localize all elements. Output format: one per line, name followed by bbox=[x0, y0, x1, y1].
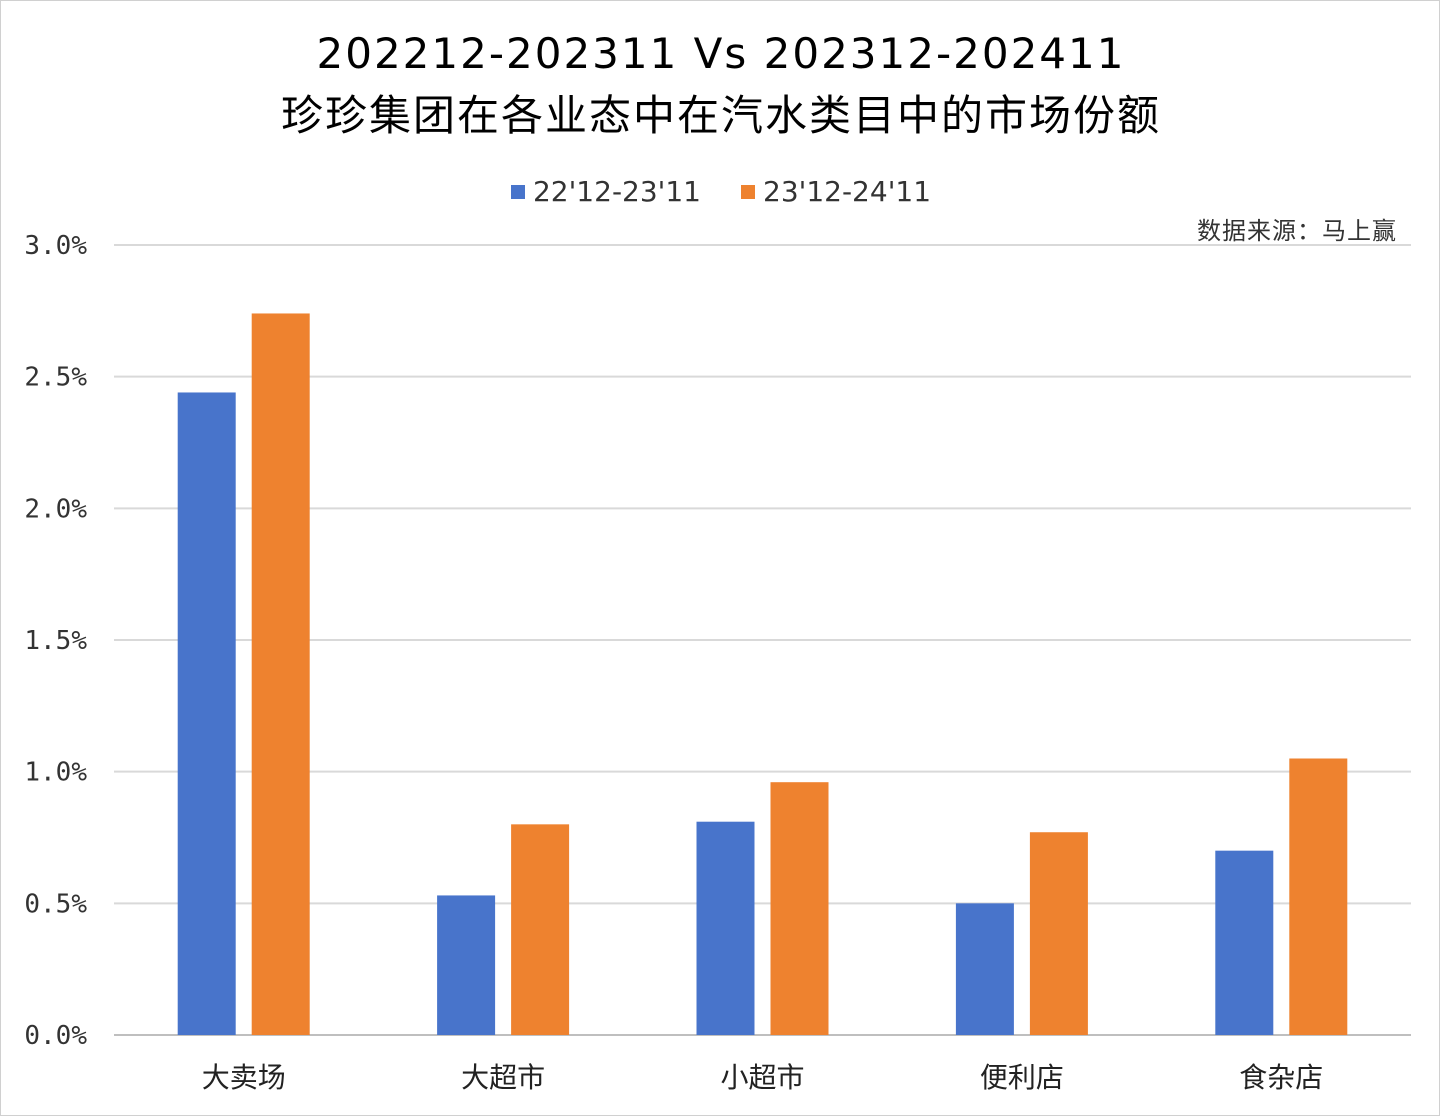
y-tick-label: 0.5% bbox=[24, 889, 87, 919]
bar-series-2 bbox=[770, 782, 829, 1035]
legend-swatch-series-1 bbox=[510, 184, 525, 199]
chart-subtitle: 珍珍集团在各业态中在汽水类目中的市场份额 bbox=[280, 91, 1161, 140]
legend-item-series-2: 23'12-24'11 bbox=[741, 175, 931, 208]
bar-series-1 bbox=[955, 903, 1014, 1035]
chart-title: 202212-202311 Vs 202312-202411 bbox=[316, 29, 1126, 78]
x-category-label: 大超市 bbox=[461, 1061, 545, 1094]
legend-item-series-1: 22'12-23'11 bbox=[510, 175, 701, 208]
y-tick-label: 2.5% bbox=[24, 363, 87, 393]
y-tick-label: 3.0% bbox=[24, 231, 87, 261]
x-category-label: 小超市 bbox=[720, 1061, 804, 1094]
legend-label-series-1: 22'12-23'11 bbox=[532, 175, 701, 208]
x-category-label: 便利店 bbox=[980, 1061, 1064, 1094]
y-tick-label: 1.5% bbox=[24, 626, 87, 656]
bar-series-1 bbox=[177, 392, 236, 1035]
data-source-note: 数据来源：马上赢 bbox=[1197, 217, 1397, 245]
y-tick-label: 2.0% bbox=[24, 494, 87, 524]
bar-series-2 bbox=[511, 824, 570, 1035]
bar-series-1 bbox=[696, 821, 755, 1035]
bar-series-2 bbox=[1029, 832, 1088, 1035]
chart-legend: 22'12-23'11 23'12-24'11 bbox=[1, 175, 1439, 208]
legend-swatch-series-2 bbox=[741, 184, 755, 199]
y-tick-label: 0.0% bbox=[24, 1021, 87, 1051]
bar-series-1 bbox=[437, 895, 496, 1035]
y-tick-label: 1.0% bbox=[24, 758, 87, 788]
bar-series-1 bbox=[1215, 850, 1274, 1035]
legend-label-series-2: 23'12-24'11 bbox=[763, 175, 932, 208]
x-category-label: 大卖场 bbox=[202, 1061, 286, 1094]
x-category-label: 食杂店 bbox=[1239, 1061, 1323, 1094]
bar-series-2 bbox=[251, 313, 310, 1035]
bar-series-2 bbox=[1289, 758, 1348, 1035]
